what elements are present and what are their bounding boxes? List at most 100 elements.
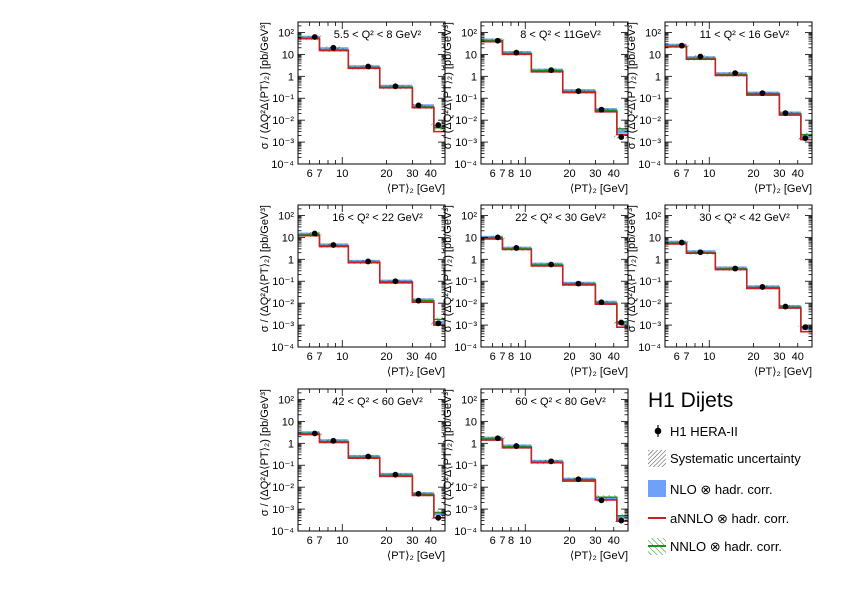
data-point-5: [782, 303, 789, 310]
panel-6: 10⁻⁴ 10⁻³ 10⁻² 10⁻¹ 1 10 10² 6 7 10 20 30 40 30 < Q² …: [626, 204, 813, 378]
legend-label-nlo: NLO ⊗ hadr. corr.: [670, 482, 773, 497]
data-point-3: [548, 67, 555, 74]
data-point-5: [598, 106, 605, 113]
y-tick-label: 10⁻²: [455, 298, 477, 310]
annlo-line: [665, 243, 812, 333]
x-tick-label: 7: [683, 168, 689, 180]
x-tick-label: 10: [336, 351, 348, 363]
legend-entry-nnlo: NNLO ⊗ hadr. corr.: [648, 538, 782, 555]
y-axis-label: σ / (ΔQ²Δ⟨PT⟩₂) [pb/GeV³]: [442, 205, 454, 332]
data-point-5: [598, 299, 605, 306]
legend-syst-swatch: [648, 450, 666, 467]
y-tick-label: 10⁻⁴: [271, 342, 294, 354]
y-tick-label: 1: [471, 254, 477, 266]
annlo-line: [481, 238, 628, 329]
x-tick-label: 30: [589, 168, 601, 180]
data-point-2: [513, 443, 520, 449]
data-point-6: [435, 122, 442, 128]
y-tick-label: 10⁻¹: [639, 276, 661, 288]
y-tick-label: 1: [471, 438, 477, 450]
x-tick-label: 10: [336, 168, 348, 180]
x-tick-label: 7: [316, 351, 322, 363]
panel-title: 11 < Q² < 16 GeV²: [700, 29, 790, 41]
x-axis-label: ⟨PT⟩₂ [GeV]: [387, 550, 445, 562]
data-point-6: [802, 324, 809, 331]
panel-frame: [480, 21, 629, 165]
y-tick-label: 10: [649, 49, 661, 61]
legend-entry-syst: Systematic uncertainty: [648, 450, 801, 467]
x-tick-label: 20: [563, 535, 575, 547]
x-tick-label: 7: [683, 351, 689, 363]
x-tick-label: 8: [508, 168, 514, 180]
x-axis-label: ⟨PT⟩₂ [GeV]: [570, 183, 628, 195]
panel-frame: [664, 21, 813, 165]
y-tick-label: 10⁻¹: [455, 93, 477, 105]
y-tick-label: 10: [282, 416, 294, 428]
y-tick-label: 10⁻⁴: [454, 526, 477, 538]
data-point-5: [415, 297, 422, 304]
x-tick-label: 30: [406, 535, 418, 547]
data-point-2: [513, 245, 520, 251]
x-tick-label: 7: [499, 351, 505, 363]
data-point-3: [548, 261, 555, 268]
x-tick-label: 7: [316, 535, 322, 547]
y-tick-label: 10⁻³: [639, 320, 661, 332]
data-point-5: [598, 497, 605, 504]
x-axis-label: ⟨PT⟩₂ [GeV]: [387, 183, 445, 195]
x-tick-label: 40: [608, 351, 620, 363]
data-point-4: [759, 284, 766, 290]
legend-entry-annlo: aNNLO ⊗ hadr. corr.: [648, 511, 789, 526]
legend-label-data: H1 HERA-II: [670, 424, 738, 439]
data-point-3: [548, 458, 555, 465]
y-tick-label: 1: [288, 71, 294, 83]
data-point-4: [392, 83, 399, 90]
legend: H1 Dijets H1 HERA-II Systematic uncertai…: [648, 389, 801, 555]
legend-entry-data: H1 HERA-II: [654, 424, 738, 439]
legend-nlo-swatch: [648, 480, 666, 497]
y-tick-label: 10⁻³: [272, 320, 294, 332]
x-axis-label: ⟨PT⟩₂ [GeV]: [754, 366, 812, 378]
x-tick-label: 7: [499, 535, 505, 547]
y-tick-label: 10⁻³: [455, 504, 477, 516]
data-point-4: [392, 471, 399, 478]
data-point-1: [494, 234, 501, 241]
data-point-2: [697, 249, 704, 256]
nnlo-line: [481, 438, 628, 517]
x-tick-label: 6: [307, 351, 313, 363]
x-tick-label: 30: [406, 168, 418, 180]
y-tick-label: 10²: [461, 394, 477, 406]
data-point-2: [697, 53, 704, 60]
x-tick-label: 8: [508, 351, 514, 363]
nnlo-line: [298, 432, 445, 514]
x-tick-label: 40: [608, 168, 620, 180]
legend-label-nnlo: NNLO ⊗ hadr. corr.: [670, 539, 782, 554]
data-point-3: [732, 70, 739, 77]
y-tick-label: 10⁻²: [455, 482, 477, 494]
x-tick-label: 6: [307, 168, 313, 180]
panel-frame: [480, 388, 629, 532]
y-tick-label: 10: [282, 49, 294, 61]
y-tick-label: 1: [288, 254, 294, 266]
x-tick-label: 30: [406, 351, 418, 363]
y-tick-label: 10⁻³: [455, 137, 477, 149]
data-point-4: [392, 278, 399, 285]
panel-5: 10⁻⁴ 10⁻³ 10⁻² 10⁻¹ 1 10 10² 6 7 8 10 20 30 40 22 < Q²…: [442, 204, 629, 378]
x-tick-label: 20: [563, 168, 575, 180]
legend-label-syst: Systematic uncertainty: [670, 451, 801, 466]
legend-entry-nlo: NLO ⊗ hadr. corr.: [648, 480, 773, 497]
y-tick-label: 10²: [278, 394, 294, 406]
y-axis-label: σ / (ΔQ²Δ⟨PT⟩₂) [pb/GeV³]: [442, 389, 454, 516]
y-tick-label: 10⁻¹: [455, 276, 477, 288]
y-tick-label: 10⁻¹: [272, 93, 294, 105]
y-tick-label: 10²: [278, 27, 294, 39]
x-axis-label: ⟨PT⟩₂ [GeV]: [754, 183, 812, 195]
x-axis-label: ⟨PT⟩₂ [GeV]: [570, 550, 628, 562]
y-axis-label: σ / (ΔQ²Δ⟨PT⟩₂) [pb/GeV³]: [626, 205, 638, 332]
panel-2: 10⁻⁴ 10⁻³ 10⁻² 10⁻¹ 1 10 10² 6 7 8 10 20 30 40 8 < Q² …: [442, 21, 629, 195]
x-tick-label: 8: [508, 535, 514, 547]
y-tick-label: 10: [465, 49, 477, 61]
y-axis-label: σ / (ΔQ²Δ⟨PT⟩₂) [pb/GeV³]: [259, 22, 271, 149]
data-point-6: [435, 514, 442, 521]
